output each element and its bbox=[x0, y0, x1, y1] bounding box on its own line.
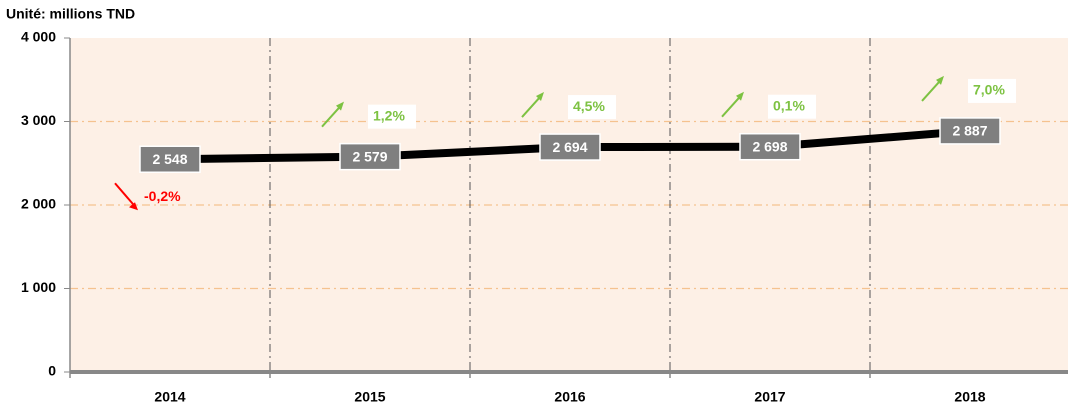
growth-label: 4,5% bbox=[573, 98, 605, 114]
y-tick-label: 0 bbox=[48, 363, 56, 379]
growth-arrow-head bbox=[936, 75, 944, 85]
value-label: 2 698 bbox=[752, 138, 787, 154]
growth-label: -0,2% bbox=[144, 188, 181, 204]
growth-label: 0,1% bbox=[773, 97, 805, 113]
value-label-box bbox=[139, 145, 201, 173]
x-tick-label: 2016 bbox=[554, 389, 585, 405]
x-tick-label: 2015 bbox=[354, 389, 385, 405]
growth-arrow bbox=[521, 96, 541, 118]
growth-arrow-head bbox=[336, 101, 344, 111]
growth-label: 1,2% bbox=[373, 107, 405, 123]
value-label-box bbox=[339, 142, 401, 171]
value-label: 2 694 bbox=[552, 139, 587, 155]
growth-label-box bbox=[568, 95, 616, 120]
growth-label-box bbox=[968, 78, 1016, 103]
growth-arrow bbox=[114, 182, 135, 206]
value-label-box bbox=[539, 133, 601, 161]
value-label: 2 548 bbox=[152, 151, 187, 167]
growth-arrow-head bbox=[736, 91, 744, 101]
growth-arrow-head bbox=[536, 92, 544, 102]
y-tick-label: 1 000 bbox=[21, 279, 56, 295]
growth-label-box bbox=[768, 94, 816, 119]
x-tick-label: 2018 bbox=[954, 389, 985, 405]
growth-label-box bbox=[368, 104, 416, 129]
value-label-box bbox=[939, 117, 1001, 145]
x-tick-label: 2017 bbox=[754, 389, 785, 405]
chart-title: Unité: millions TND bbox=[6, 6, 135, 22]
y-tick-label: 2 000 bbox=[21, 196, 56, 212]
value-label: 2 887 bbox=[952, 123, 987, 139]
growth-arrow bbox=[321, 105, 341, 128]
y-tick-label: 4 000 bbox=[21, 29, 56, 45]
growth-arrow bbox=[721, 96, 741, 118]
growth-arrow bbox=[921, 80, 941, 102]
value-label-box bbox=[739, 132, 801, 161]
y-tick-label: 3 000 bbox=[21, 112, 56, 128]
growth-label: 7,0% bbox=[973, 82, 1005, 98]
growth-arrow-head bbox=[129, 202, 138, 211]
value-label: 2 579 bbox=[352, 148, 387, 164]
x-tick-label: 2014 bbox=[154, 389, 185, 405]
